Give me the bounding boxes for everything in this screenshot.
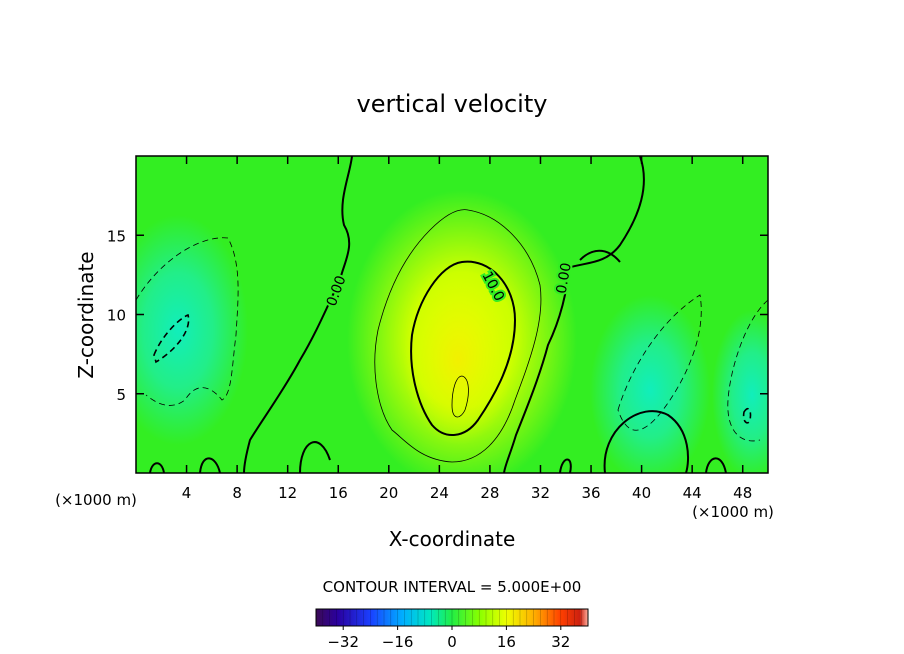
x-tick-label: 48 [733,484,752,502]
x-axis: 4 8 12 16 20 24 28 32 36 40 44 48 [182,156,752,502]
colorbar-tick-label: 0 [447,633,457,651]
x-tick-label: 12 [278,484,297,502]
contour-10 [410,260,517,436]
colorbar-segments [322,609,582,626]
contour-label-text: 0.00 [554,261,575,294]
colorbar-ticks: −32 −16 0 16 32 [327,626,570,651]
colorbar-tick-label: 16 [497,633,516,651]
colorbar-tick-label: −16 [382,633,414,651]
contour-interval-text: CONTOUR INTERVAL = 5.000E+00 [323,578,582,596]
updraft-core-shading [403,275,513,445]
neg-contour-right-edge [727,299,768,442]
zero-contour-low-6 [559,458,572,473]
downdraft-shading-right-1 [590,295,710,473]
y-axis: 5 10 15 [107,227,768,404]
x-tick-label: 8 [232,484,242,502]
y-axis-label: Z-coordinate [74,251,98,378]
y-tick-label: 10 [107,307,126,325]
x-tick-label: 28 [480,484,499,502]
neg-contour-right-outer [617,294,702,431]
x-tick-label: 36 [581,484,600,502]
zero-contour-low-3 [705,457,727,473]
x-axis-label: X-coordinate [389,527,516,551]
zero-contour-cap [579,249,621,263]
x-unit-right: (×1000 m) [692,503,774,521]
x-tick-label: 40 [632,484,651,502]
neg-contour-left-inner [153,313,190,364]
x-tick-label: 24 [430,484,449,502]
x-tick-label: 4 [182,484,192,502]
chart-title: vertical velocity [357,90,548,118]
zero-contour-low-2 [603,410,689,473]
contour-5 [374,209,542,463]
zero-contour-left [243,156,353,473]
x-tick-label: 32 [531,484,550,502]
zero-contour-low-4 [149,462,165,473]
neg-contour-left-outer [136,237,239,406]
colorbar-tick-label: 32 [551,633,570,651]
y-tick-label: 15 [107,227,126,245]
x-unit-left: (×1000 m) [55,491,137,509]
zero-contour-low-1 [299,441,331,473]
colorbar-tick-label: −32 [327,633,359,651]
zero-contour-low-5 [199,457,221,473]
x-tick-label: 16 [329,484,348,502]
x-tick-label: 44 [683,484,702,502]
y-tick-label: 5 [116,386,126,404]
neg-contour-right-inner [742,408,752,424]
zero-contour-right [503,156,645,473]
downdraft-shading-right-2 [712,310,768,473]
plot-field [136,156,768,473]
downdraft-shading-left [136,215,248,445]
contour-15 [451,375,469,418]
x-tick-label: 20 [379,484,398,502]
